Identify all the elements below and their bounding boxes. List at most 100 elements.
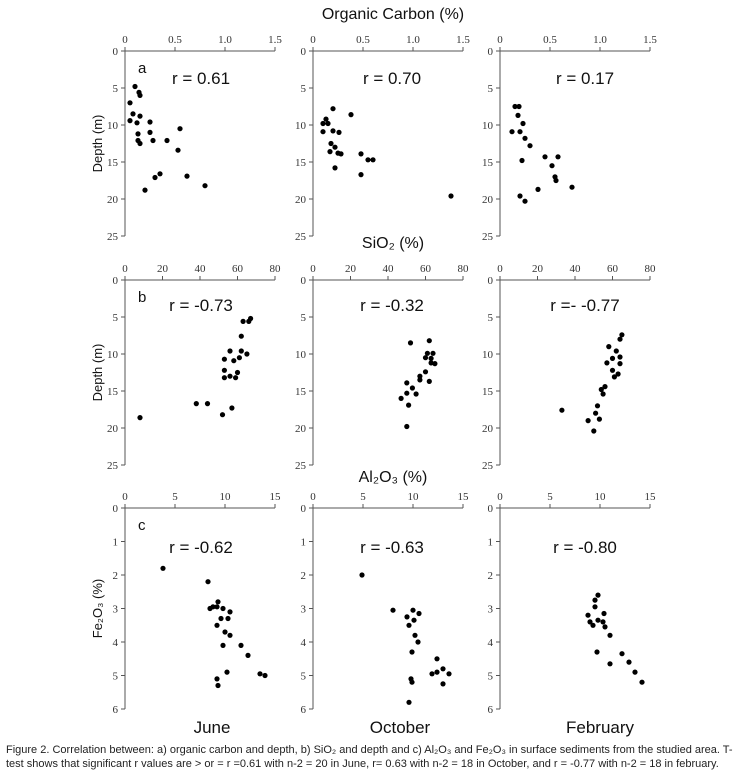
y-tick-label: 0: [113, 46, 119, 58]
y-tick-label: 6: [113, 704, 119, 716]
x-tick-label: 1.0: [593, 34, 607, 46]
data-point: [434, 656, 440, 662]
data-point: [430, 350, 436, 356]
chart-row-b: SiO₂ (%) Depth (m) b 0 20 40 60 80 0 5 10 15 20 25 r =…: [90, 235, 656, 472]
x-tick-label: 0: [497, 263, 503, 275]
y-tick-label: 2: [113, 570, 119, 582]
data-point: [527, 143, 533, 149]
panel-c-october: 0 5 10 15 0 1 2 3 4 5 6 r = -0.63: [301, 491, 470, 716]
data-point: [236, 355, 242, 361]
data-point: [432, 361, 438, 367]
panel-a-february: 0 0.5 1.0 1.5 0 5 10 15 20 25 r = 0.17: [482, 34, 657, 243]
panel-a-june: 0 0.5 1.0 1.5 0 5 10 15 20 25 r = 0.61: [107, 34, 282, 243]
data-point: [632, 669, 638, 675]
x-tick-label: 0: [122, 34, 128, 46]
data-point: [413, 391, 419, 397]
data-point: [330, 128, 336, 134]
data-point: [592, 604, 598, 610]
x-tick-label: 0: [497, 491, 503, 503]
y-tick-label: 10: [107, 349, 119, 361]
y-tick-label: 15: [295, 386, 307, 398]
x-tick-label: 60: [232, 263, 244, 275]
data-point: [512, 103, 518, 110]
x-tick-label: 60: [420, 263, 432, 275]
data-point: [204, 401, 211, 407]
y-axis-label-c: Fe₂O₃ (%): [90, 579, 105, 638]
data-point: [323, 116, 329, 122]
x-tick-label: 40: [570, 263, 582, 275]
correlation-label: r = 0.70: [363, 69, 421, 88]
data-point: [227, 632, 233, 638]
data-point: [600, 619, 606, 625]
panel-b-february: 0 20 40 60 80 0 5 10 15 20 25 r =- -0.77: [482, 263, 656, 472]
row-title-a: Organic Carbon (%): [322, 6, 464, 23]
x-tick-label: 1.0: [218, 34, 232, 46]
data-point: [365, 157, 371, 163]
y-tick-label: 5: [113, 312, 119, 324]
data-point: [595, 617, 601, 623]
data-point: [233, 375, 239, 381]
data-point: [404, 423, 410, 430]
x-tick-label: 0.5: [356, 34, 370, 46]
y-tick-label: 10: [295, 349, 307, 361]
data-point: [448, 193, 454, 199]
y-tick-label: 20: [107, 194, 119, 206]
correlation-label: r = -0.62: [169, 538, 233, 557]
data-point: [205, 579, 211, 585]
data-point: [411, 617, 417, 623]
y-tick-label: 0: [301, 503, 307, 515]
data-point: [446, 671, 452, 677]
y-tick-label: 3: [301, 604, 307, 616]
data-point: [257, 671, 263, 677]
data-point: [404, 380, 410, 386]
data-point: [215, 599, 221, 605]
data-point: [184, 173, 190, 179]
data-point: [592, 597, 598, 603]
data-point: [147, 119, 153, 125]
data-point: [406, 699, 412, 705]
x-tick-label: 10: [595, 491, 607, 503]
y-tick-label: 20: [107, 423, 119, 435]
y-axis-label-a: Depth (m): [90, 115, 105, 173]
x-tick-label: 0: [310, 263, 316, 275]
y-tick-label: 10: [295, 120, 307, 132]
data-point: [142, 187, 148, 193]
y-tick-label: 0: [301, 275, 307, 287]
data-point: [246, 318, 252, 324]
data-point: [218, 615, 224, 622]
data-point: [160, 565, 166, 571]
data-point: [409, 385, 415, 391]
data-point: [150, 137, 156, 144]
data-point: [338, 151, 344, 157]
data-point: [221, 367, 227, 373]
data-point: [585, 612, 591, 618]
data-point: [426, 338, 432, 344]
data-point: [607, 632, 613, 638]
data-point: [535, 186, 541, 192]
data-point: [591, 428, 597, 434]
data-point: [594, 649, 600, 655]
data-point: [585, 418, 591, 424]
panel-b-june: 0 20 40 60 80 0 5 10 15 20 25 r = -0.73: [107, 263, 281, 472]
data-point: [328, 140, 334, 147]
data-point: [134, 120, 140, 126]
data-point: [415, 639, 421, 645]
data-point: [238, 642, 244, 649]
y-tick-label: 15: [107, 386, 119, 398]
y-tick-label: 3: [488, 604, 494, 616]
x-tick-label: 15: [458, 491, 470, 503]
correlation-label: r = 0.61: [172, 69, 230, 88]
data-point: [390, 607, 396, 613]
y-tick-label: 25: [107, 231, 119, 243]
panel-letter-c: c: [138, 517, 146, 534]
data-point: [587, 619, 593, 625]
data-point: [595, 592, 601, 598]
data-point: [596, 416, 603, 422]
data-point: [553, 177, 559, 184]
data-point: [224, 669, 230, 675]
data-point: [222, 629, 228, 635]
y-tick-label: 4: [301, 637, 307, 649]
data-point: [412, 632, 418, 638]
y-tick-label: 5: [113, 83, 119, 95]
